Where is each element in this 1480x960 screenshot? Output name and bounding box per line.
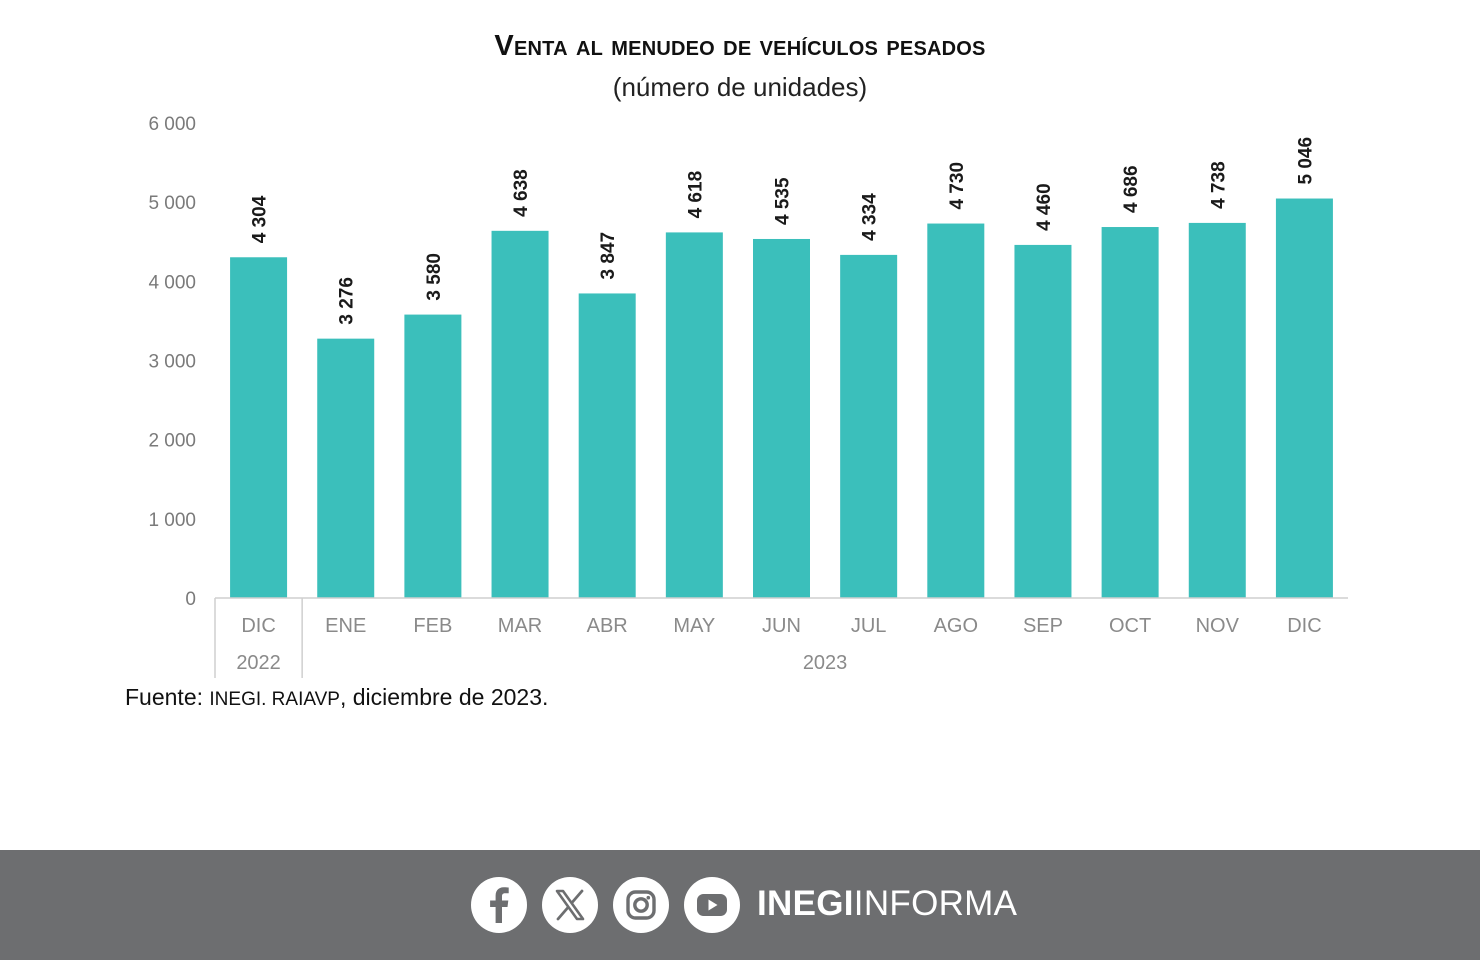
data-label: 4 738 xyxy=(1208,161,1229,209)
chart-subtitle: (número de unidades) xyxy=(612,72,868,102)
youtube-icon[interactable] xyxy=(684,877,740,933)
x-tick-label: DIC xyxy=(241,615,275,637)
footer-bar: INEGIINFORMA xyxy=(0,850,1480,960)
x-tick-label: MAR xyxy=(498,615,542,637)
facebook-icon[interactable] xyxy=(471,877,527,933)
data-label: 4 304 xyxy=(250,195,271,243)
data-label: 4 460 xyxy=(1034,183,1055,231)
data-label: 4 334 xyxy=(860,193,881,241)
x-icon[interactable] xyxy=(542,877,598,933)
instagram-icon[interactable] xyxy=(613,877,669,933)
brand-logo-text: INEGIINFORMA xyxy=(757,884,1017,924)
data-label: 4 638 xyxy=(511,169,532,217)
source-suffix: , diciembre de 2023. xyxy=(339,684,549,710)
bar xyxy=(404,314,462,598)
brand-bold: INEGI xyxy=(757,884,854,923)
data-label: 5 046 xyxy=(1295,137,1316,185)
data-label: 3 276 xyxy=(337,277,358,325)
source-org: INEGI. RAIAVP xyxy=(209,689,340,710)
x-tick-label: AGO xyxy=(934,615,978,637)
year-label: 2022 xyxy=(236,652,281,674)
y-tick-label: 2 000 xyxy=(148,431,196,452)
bar xyxy=(1014,244,1072,598)
chart-area: Venta al menudeo de vehículos pesados (n… xyxy=(125,30,1348,711)
y-tick-label: 3 000 xyxy=(148,352,196,373)
x-tick-label: NOV xyxy=(1196,615,1240,637)
data-label: 4 618 xyxy=(685,171,706,219)
bar xyxy=(1275,198,1333,598)
y-tick-label: 1 000 xyxy=(148,510,196,531)
year-label: 2023 xyxy=(803,652,848,674)
x-tick-label: JUL xyxy=(851,615,887,637)
bar xyxy=(578,293,636,598)
x-tick-label: ABR xyxy=(587,615,628,637)
x-tick-label: MAY xyxy=(673,615,715,637)
x-tick-label: DIC xyxy=(1287,615,1321,637)
x-tick-label: SEP xyxy=(1023,615,1063,637)
source-note: Fuente: INEGI. RAIAVP, diciembre de 2023… xyxy=(125,684,548,711)
bar xyxy=(753,238,810,598)
bar xyxy=(491,230,549,598)
data-label: 4 535 xyxy=(773,177,794,225)
y-tick-label: 5 000 xyxy=(148,193,196,214)
brand-light: INFORMA xyxy=(853,884,1018,923)
bar xyxy=(927,223,985,598)
y-tick-label: 4 000 xyxy=(148,272,196,293)
data-label: 4 686 xyxy=(1121,165,1142,213)
x-tick-label: JUN xyxy=(762,615,801,637)
x-tick-label: FEB xyxy=(413,615,452,637)
source-prefix: Fuente: xyxy=(125,684,210,710)
x-tick-label: ENE xyxy=(325,615,366,637)
bar xyxy=(317,338,375,598)
chart-title: Venta al menudeo de vehículos pesados xyxy=(494,30,986,62)
bar xyxy=(665,232,723,599)
y-tick-label: 6 000 xyxy=(148,114,196,135)
data-label: 3 847 xyxy=(598,232,619,280)
bar xyxy=(1101,227,1159,598)
data-label: 3 580 xyxy=(424,253,445,301)
bar xyxy=(1188,222,1246,599)
bar xyxy=(230,257,288,598)
x-tick-label: OCT xyxy=(1109,615,1151,637)
bar-chart: 0 1 000 2 000 3 000 4 000 5 000 6 000 4 304 DIC 3… xyxy=(148,114,1348,678)
data-label: 4 730 xyxy=(947,162,968,210)
y-tick-label: 0 xyxy=(185,589,196,610)
bar xyxy=(840,254,898,598)
